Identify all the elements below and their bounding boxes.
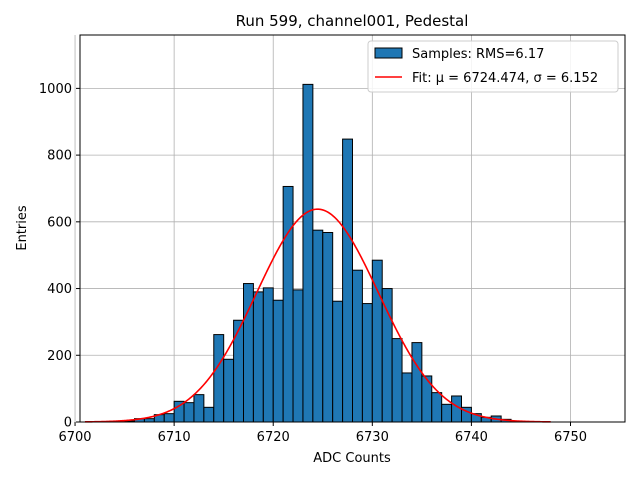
gaussian-fit-curve bbox=[84, 208, 551, 423]
histogram-bar bbox=[183, 402, 195, 423]
x-tick-label: 6710 bbox=[158, 430, 191, 445]
histogram-bar bbox=[401, 372, 413, 423]
histogram-bar bbox=[193, 394, 205, 423]
y-tick-label: 200 bbox=[47, 349, 72, 364]
legend-label-samples: Samples: RMS=6.17 bbox=[412, 47, 544, 62]
histogram-bars bbox=[124, 83, 512, 423]
legend: Samples: RMS=6.17 Fit: μ = 6724.474, σ =… bbox=[367, 40, 619, 93]
histogram-bar bbox=[441, 403, 453, 423]
histogram-bar bbox=[302, 83, 314, 423]
x-tick-label: 6700 bbox=[58, 430, 91, 445]
y-tick-label: 1000 bbox=[39, 82, 72, 97]
histogram-bar bbox=[282, 185, 294, 423]
histogram-bar bbox=[143, 418, 155, 423]
x-tick-label: 6730 bbox=[356, 430, 389, 445]
histogram-bar bbox=[431, 392, 443, 423]
histogram-bar bbox=[361, 303, 373, 423]
histogram-bar bbox=[223, 358, 235, 423]
histogram-bar bbox=[342, 138, 354, 423]
histogram-bar bbox=[203, 406, 215, 423]
y-axis-label: Entries bbox=[15, 205, 30, 251]
y-tick-label: 800 bbox=[47, 149, 72, 164]
x-tick-label: 6720 bbox=[257, 430, 290, 445]
histogram-bar bbox=[272, 299, 284, 423]
x-axis-ticks: 6700 6710 6720 6730 6740 6750 bbox=[58, 422, 587, 445]
x-axis-label: ADC Counts bbox=[313, 451, 391, 466]
histogram-bar bbox=[163, 413, 175, 423]
legend-box bbox=[367, 40, 619, 93]
histogram-bar bbox=[332, 300, 344, 423]
histogram-bar bbox=[252, 291, 264, 423]
histogram-bar bbox=[411, 342, 423, 423]
plot-frame bbox=[79, 34, 626, 423]
histogram-bar bbox=[322, 232, 334, 423]
y-tick-label: 600 bbox=[47, 215, 72, 230]
histogram-bar bbox=[213, 334, 225, 423]
histogram-bar bbox=[381, 288, 393, 423]
y-tick-label: 0 bbox=[64, 416, 72, 431]
legend-swatch-samples bbox=[374, 47, 403, 59]
y-axis-ticks: 0 200 400 600 800 1000 bbox=[39, 82, 80, 431]
x-tick-label: 6750 bbox=[554, 430, 587, 445]
histogram-bar bbox=[391, 338, 403, 423]
histogram-bar bbox=[262, 287, 274, 423]
chart-title: Run 599, channel001, Pedestal bbox=[236, 12, 469, 30]
histogram-bar bbox=[312, 229, 324, 423]
legend-label-fit: Fit: μ = 6724.474, σ = 6.152 bbox=[412, 71, 598, 86]
histogram-bar bbox=[292, 289, 304, 423]
y-tick-label: 400 bbox=[47, 282, 72, 297]
histogram-bar bbox=[352, 269, 363, 423]
x-tick-label: 6740 bbox=[455, 430, 488, 445]
